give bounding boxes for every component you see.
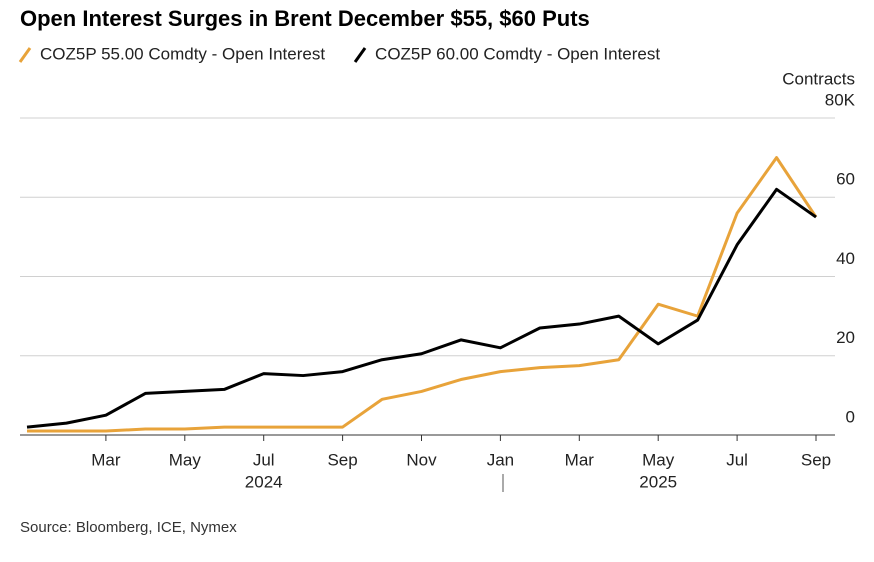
series-line [26, 187, 817, 429]
legend-swatch [18, 47, 32, 63]
x-tick-label: Mar [91, 450, 121, 469]
x-tick-label: May [642, 450, 675, 469]
x-tick-label: Jul [253, 450, 275, 469]
y-tick-label: 0 [846, 407, 855, 426]
x-tick-label: Mar [565, 450, 595, 469]
x-tick-label: Sep [327, 450, 357, 469]
y-tick-label: 80K [825, 90, 856, 109]
x-tick-label: Nov [406, 450, 437, 469]
legend-label: COZ5P 55.00 Comdty - Open Interest [40, 44, 325, 63]
x-tick-label: Jul [726, 450, 748, 469]
x-tick-label: Sep [801, 450, 831, 469]
legend-label: COZ5P 60.00 Comdty - Open Interest [375, 44, 660, 63]
y-axis-label: Contracts [782, 69, 855, 88]
legend-swatch [353, 47, 367, 63]
x-tick-label: Jan [487, 450, 514, 469]
y-tick-label: 60 [836, 170, 855, 189]
chart-title: Open Interest Surges in Brent December $… [20, 6, 590, 31]
series-line [27, 156, 818, 433]
y-tick-label: 20 [836, 328, 855, 347]
x-tick-label: May [169, 450, 202, 469]
source: Source: Bloomberg, ICE, Nymex [20, 519, 237, 536]
year-label: 2025 [639, 472, 677, 491]
year-label: 2024 [245, 472, 283, 491]
y-tick-label: 40 [836, 249, 855, 268]
